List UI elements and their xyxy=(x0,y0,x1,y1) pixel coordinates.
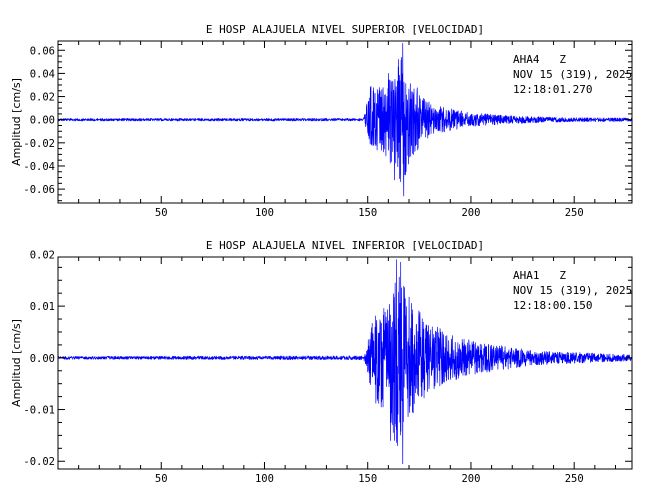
y-axis-label: Amplitud [cm/s] xyxy=(10,319,23,407)
plot-frame xyxy=(57,256,633,470)
station-annotation-line: NOV 15 (319), 2025 xyxy=(513,68,632,81)
x-tick-label: 150 xyxy=(358,473,377,485)
waveform-trace xyxy=(57,42,633,197)
x-tick-label: 200 xyxy=(461,473,480,485)
y-tick-label: 0.06 xyxy=(30,45,55,57)
y-tick-label: -0.02 xyxy=(23,456,55,468)
y-tick-label: 0.02 xyxy=(30,249,55,261)
y-tick-label: 0.02 xyxy=(30,92,55,104)
y-tick-label: 0.00 xyxy=(30,115,55,127)
station-annotation-line: AHA4 Z xyxy=(513,53,566,66)
chart-title: E HOSP ALAJUELA NIVEL INFERIOR [VELOCIDA… xyxy=(206,239,484,252)
chart-title: E HOSP ALAJUELA NIVEL SUPERIOR [VELOCIDA… xyxy=(206,23,484,36)
y-tick-label: -0.01 xyxy=(23,405,55,417)
x-tick-label: 150 xyxy=(358,207,377,219)
y-tick-label: 0.00 xyxy=(30,353,55,365)
x-tick-label: 50 xyxy=(155,473,168,485)
waveform-trace xyxy=(57,259,633,465)
y-tick-label: 0.04 xyxy=(30,68,55,80)
x-tick-label: 100 xyxy=(255,207,274,219)
station-annotation-line: NOV 15 (319), 2025 xyxy=(513,284,632,297)
y-tick-label: -0.02 xyxy=(23,138,55,150)
y-tick-label: -0.06 xyxy=(23,184,55,196)
station-annotation-line: 12:18:01.270 xyxy=(513,83,592,96)
x-tick-label: 250 xyxy=(565,473,584,485)
station-annotation-line: AHA1 Z xyxy=(513,269,566,282)
y-axis-label: Amplitud [cm/s] xyxy=(10,78,23,166)
x-tick-label: 200 xyxy=(461,207,480,219)
x-tick-label: 50 xyxy=(155,207,168,219)
y-tick-label: 0.01 xyxy=(30,301,55,313)
chart-panel-1: E HOSP ALAJUELA NIVEL SUPERIOR [VELOCIDA… xyxy=(10,23,633,219)
chart-panel-2: E HOSP ALAJUELA NIVEL INFERIOR [VELOCIDA… xyxy=(10,239,633,485)
station-annotation-line: 12:18:00.150 xyxy=(513,299,592,312)
plot-frame xyxy=(57,40,633,204)
y-tick-label: -0.04 xyxy=(23,161,55,173)
x-tick-label: 250 xyxy=(565,207,584,219)
x-tick-label: 100 xyxy=(255,473,274,485)
